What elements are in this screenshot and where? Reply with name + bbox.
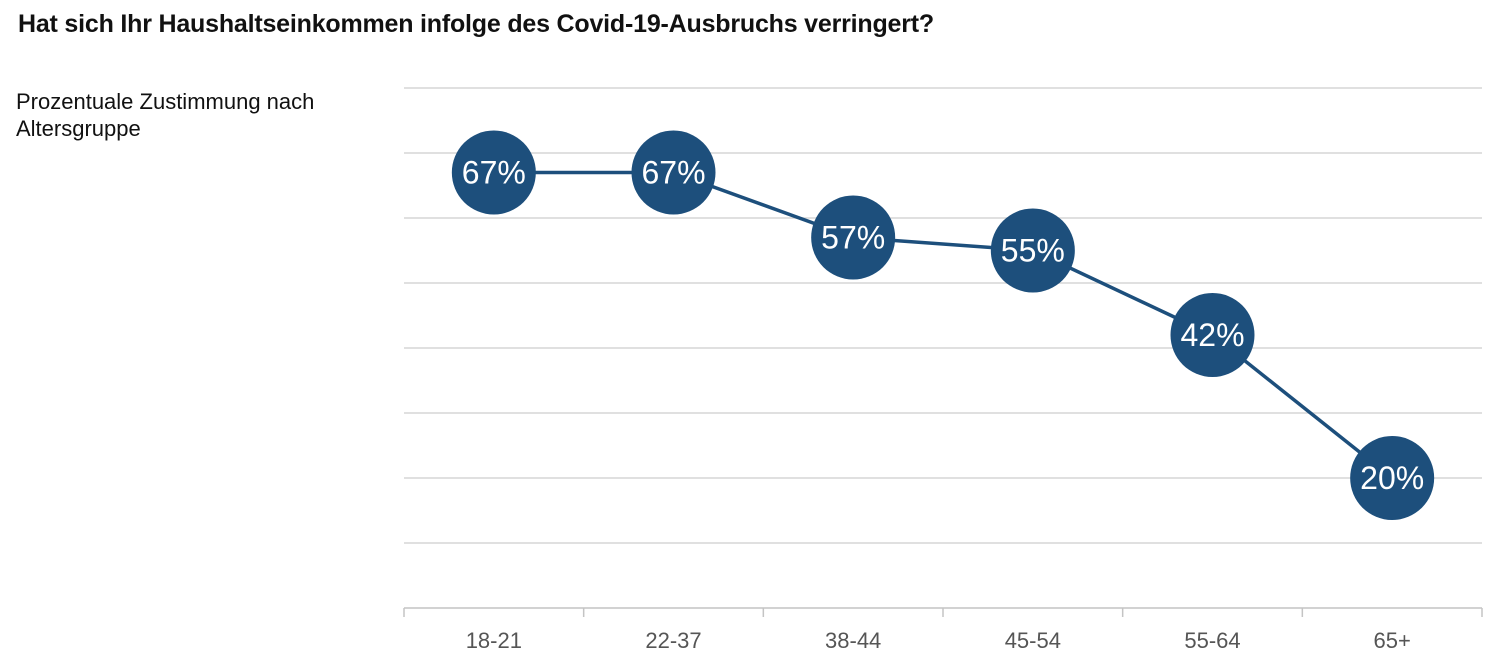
x-axis: 18-21 22-37 38-44 45-54 55-64 65+ [403,607,1483,653]
data-label: 67% [641,155,705,191]
series: 67% 67% 57% 55% 42% 20% [451,130,1435,520]
data-label: 20% [1360,460,1424,496]
x-tick-label: 65+ [1374,628,1411,653]
data-label: 55% [1001,233,1065,269]
data-point-marker [1170,293,1255,377]
x-tick-label: 22-37 [645,628,701,653]
x-tick-label: 38-44 [825,628,881,653]
data-point-marker [451,130,536,215]
gridlines [404,87,1482,544]
data-point-marker [990,208,1075,293]
data-point-marker [631,130,716,215]
data-point-marker [811,195,896,280]
x-tick-label: 18-21 [466,628,522,653]
chart-subtitle: Prozentuale Zustimmung nach Altersgruppe [16,89,315,141]
x-tick-label: 45-54 [1005,628,1061,653]
data-label: 57% [821,220,885,256]
data-label: 67% [462,155,526,191]
chart-title: Hat sich Ihr Haushaltseinkommen infolge … [18,10,934,38]
data-label: 42% [1180,317,1244,353]
x-tick-label: 55-64 [1184,628,1240,653]
data-point-marker [1350,436,1435,520]
